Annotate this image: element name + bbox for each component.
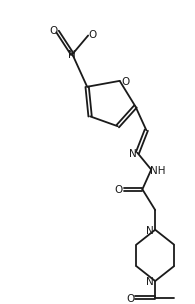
Text: O: O [121, 77, 130, 87]
Text: O: O [126, 294, 135, 304]
Text: N: N [68, 50, 76, 60]
Text: N: N [129, 149, 136, 159]
Text: N: N [146, 277, 154, 287]
Text: N: N [146, 226, 154, 236]
Text: NH: NH [150, 166, 166, 176]
Text: O: O [88, 29, 96, 40]
Text: O: O [50, 26, 58, 36]
Text: O: O [115, 185, 123, 195]
